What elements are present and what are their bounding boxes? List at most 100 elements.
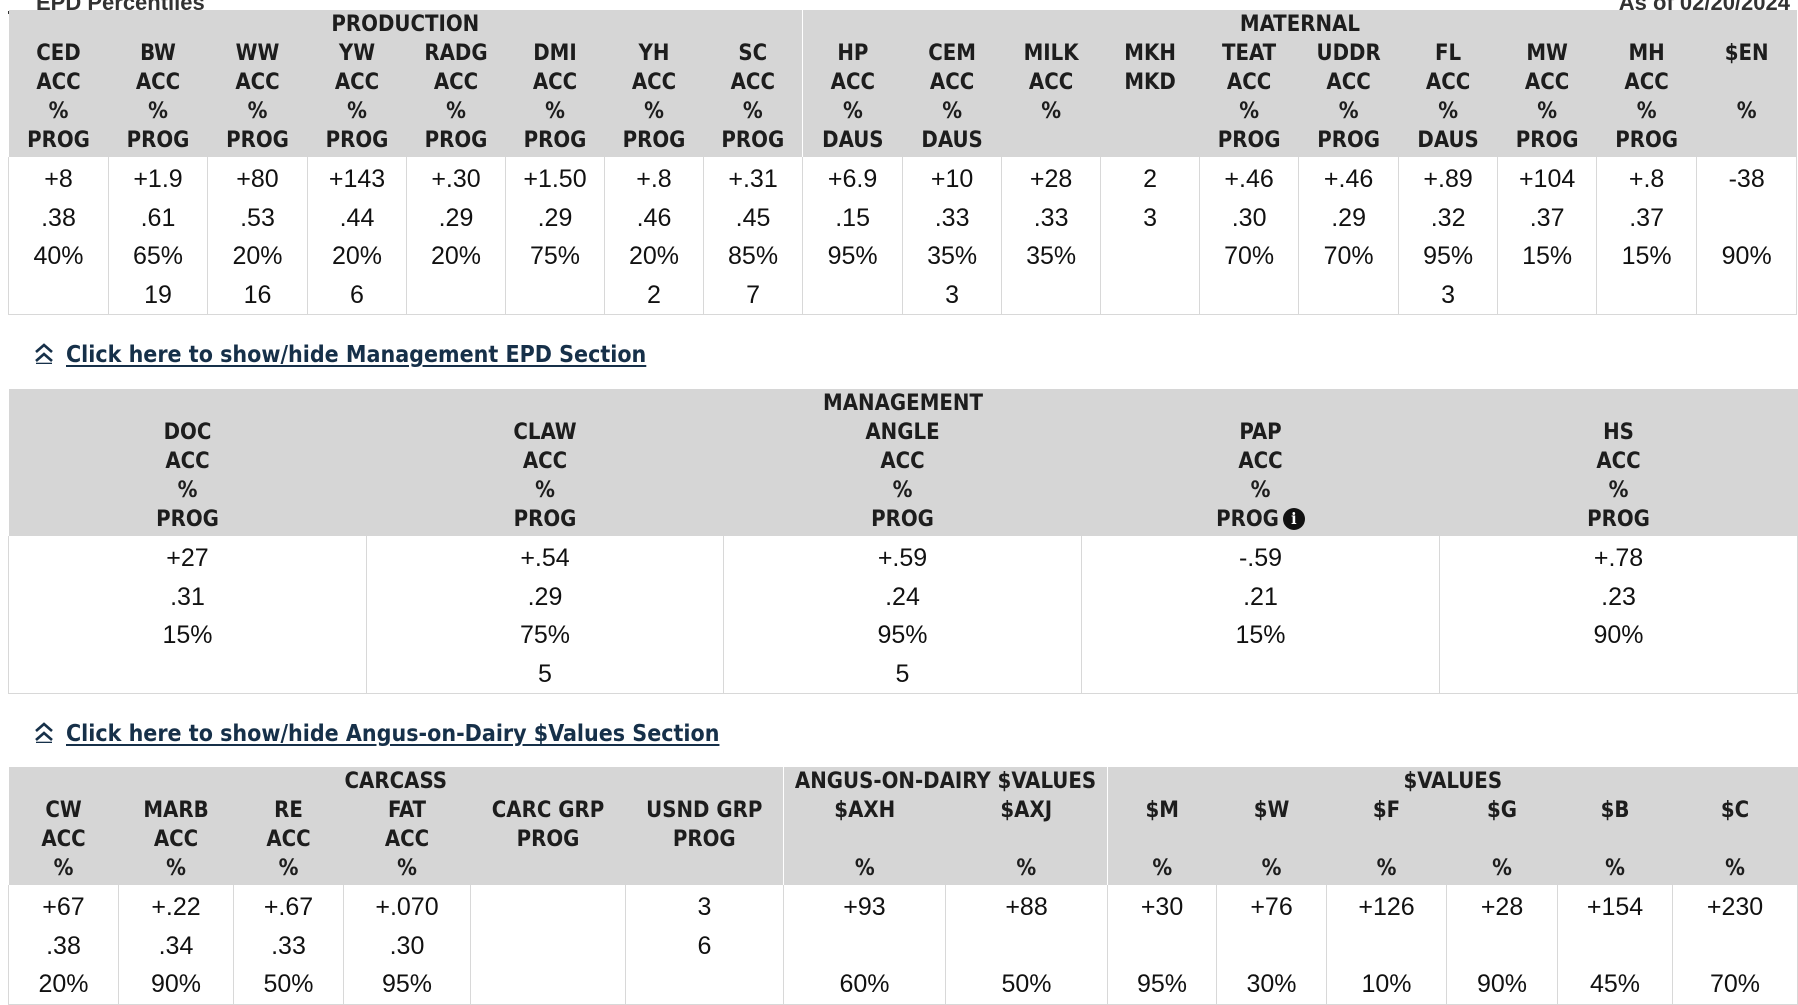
header-line-text: MKH [1124, 41, 1176, 66]
header-line-text: % [942, 99, 963, 124]
header-line: % [1399, 97, 1498, 126]
header-line: ACC [234, 825, 344, 854]
column-header-usnd-grp: USND GRP PROG [625, 796, 784, 885]
header-line: % [367, 476, 724, 505]
table-cell: 19 [108, 275, 208, 315]
header-line: ACC [724, 447, 1082, 476]
table-cell: 3 [902, 275, 1002, 315]
column-header-teat: TEAT ACC% PROG [1199, 39, 1299, 157]
table-cell: 10% [1326, 965, 1447, 1005]
header-line-text: PROG [325, 128, 389, 153]
header-line-text: ACC [153, 827, 199, 852]
header-line: ACC [903, 68, 1002, 97]
toggle-management-link[interactable]: Click here to show/hide Management EPD S… [66, 342, 647, 368]
column-header-mw: MW ACC% PROG [1497, 39, 1597, 157]
header-line-text: ACC [1624, 70, 1669, 95]
header-line-text: ACC [235, 70, 280, 95]
table-cell [1081, 654, 1440, 694]
table-cell: +104 [1497, 157, 1597, 199]
header-line: $AXJ [946, 796, 1108, 825]
header-line: MW [1498, 39, 1597, 68]
column-header-dollar-f: $F% [1326, 796, 1447, 885]
info-icon[interactable]: i [1282, 508, 1305, 530]
table-cell: +.8 [1596, 157, 1697, 199]
header-line-text: CLAW [513, 420, 577, 445]
table-cell [8, 654, 367, 694]
table-cell: .33 [233, 926, 344, 965]
toggle-dairy-link[interactable]: Click here to show/hide Angus-on-Dairy $… [66, 721, 720, 747]
table-cell: .34 [118, 926, 234, 965]
table-cell: +28 [1001, 157, 1101, 199]
header-line-text: SC [738, 41, 768, 66]
column-header-dollar-m: $M% [1107, 796, 1217, 885]
toggle-dairy-section[interactable]: Click here to show/hide Angus-on-Dairy $… [34, 721, 719, 747]
header-line: % [119, 854, 234, 883]
header-line: % [9, 97, 109, 126]
header-line-text: ACC [532, 70, 578, 95]
header-line: % [344, 854, 471, 883]
column-header-yh: YH ACC% PROG [604, 39, 704, 157]
header-line-text: % [177, 478, 198, 503]
column-header-ww: WW ACC% PROG [207, 39, 308, 157]
table-cell [945, 926, 1108, 965]
column-header-uddr: UDDR ACC% PROG [1298, 39, 1399, 157]
header-line: % [903, 97, 1002, 126]
header-line: % [784, 854, 946, 883]
header-line-text: PROG [516, 827, 580, 852]
header-line-text: % [446, 99, 466, 124]
header-line: ACC [704, 68, 803, 97]
table-cell [470, 885, 626, 927]
header-line: % [9, 476, 367, 505]
header-line-text: % [742, 99, 763, 124]
column-header-fl: FL ACC% DAUS [1398, 39, 1498, 157]
table-cell: 35% [902, 237, 1002, 276]
header-line: % [9, 854, 119, 883]
header-line-text: % [1725, 856, 1745, 881]
header-line: DAUS [903, 126, 1002, 155]
header-line: $F [1327, 796, 1447, 825]
header-line: DOC [9, 418, 367, 447]
table-cell: .30 [1199, 198, 1299, 237]
table-cell: +.22 [118, 885, 234, 927]
header-line: ACC [109, 68, 208, 97]
header-line: ACC [308, 68, 407, 97]
header-line: % [1200, 97, 1299, 126]
header-line-text: % [1041, 99, 1062, 124]
header-line-text: % [278, 856, 299, 881]
header-line: ACC [344, 825, 471, 854]
table-cell [624, 965, 784, 1005]
header-line-text: % [535, 478, 555, 503]
header-line-text: CED [36, 41, 81, 66]
table-cell: 90% [1696, 237, 1798, 276]
column-header-dollar-w: $W% [1216, 796, 1327, 885]
header-line-text: TEAT [1222, 41, 1277, 66]
header-line-text: ANGLE [865, 420, 940, 445]
header-line: % [704, 97, 803, 126]
header-line [1558, 825, 1673, 854]
table-cell [470, 965, 626, 1005]
header-line-text: PROG [1515, 128, 1579, 153]
header-line: PROG [9, 505, 367, 534]
header-line: YW [308, 39, 407, 68]
header-line-text: % [1537, 99, 1558, 124]
header-line: PROG [1498, 126, 1597, 155]
table-cell [1446, 926, 1558, 965]
header-line: % [1673, 854, 1798, 883]
header-line: YH [605, 39, 704, 68]
header-line: % [1558, 854, 1673, 883]
header-line: % [803, 97, 903, 126]
table-cell: .31 [8, 577, 367, 616]
header-line-text: $B [1600, 798, 1630, 823]
header-line-text: PROG [672, 827, 736, 852]
table-cell [1557, 926, 1673, 965]
header-line: PROG [471, 825, 626, 854]
header-line: ACC [1440, 447, 1798, 476]
double-chevron-up-icon [35, 343, 53, 364]
header-line-text: DAUS [822, 128, 884, 153]
toggle-management-section[interactable]: Click here to show/hide Management EPD S… [34, 342, 646, 368]
header-line: MKH [1101, 39, 1200, 68]
header-line-text: ACC [1596, 449, 1641, 474]
table-cell [8, 275, 109, 315]
header-line: MKD [1101, 68, 1200, 97]
header-line: % [946, 854, 1108, 883]
